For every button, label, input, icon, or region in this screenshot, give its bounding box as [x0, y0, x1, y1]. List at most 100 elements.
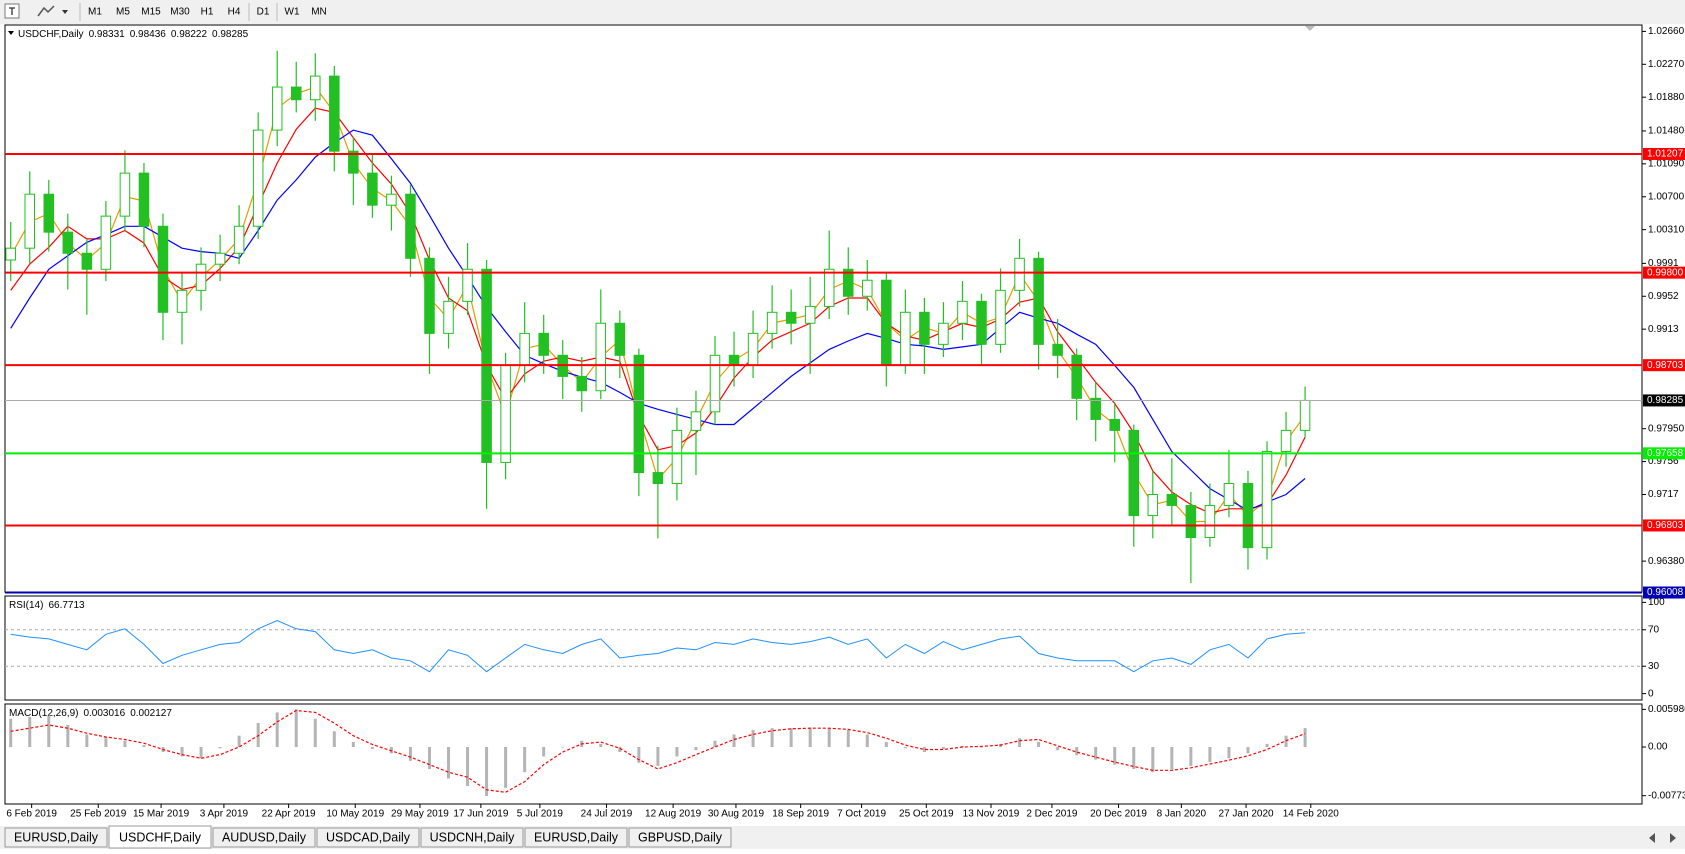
candle-body — [919, 311, 930, 345]
candle-body — [1109, 418, 1120, 431]
candle-body — [804, 305, 816, 324]
timeframe-button[interactable]: H1 — [201, 7, 214, 18]
timeframe-button[interactable]: M5 — [116, 7, 130, 18]
tab[interactable] — [524, 827, 628, 848]
timeframe-button[interactable]: M1 — [88, 7, 102, 18]
candle-body — [671, 429, 683, 485]
tab[interactable] — [628, 827, 732, 848]
macd-bar — [979, 747, 983, 748]
candle-body — [252, 129, 264, 227]
tab[interactable] — [212, 827, 316, 848]
macd-bar — [922, 747, 926, 753]
candle-body — [119, 172, 131, 217]
x-tick-label: 13 Nov 2019 — [963, 809, 1020, 820]
macd-bar — [1018, 738, 1022, 748]
tab-label[interactable]: GBPUSD,Daily — [638, 830, 723, 844]
timeframe-button[interactable]: M30 — [170, 7, 190, 18]
arrows-tool-icon[interactable] — [37, 5, 55, 17]
macd-bar — [1170, 747, 1174, 770]
timeframe-button[interactable]: MN — [311, 7, 327, 18]
candle-body — [157, 225, 169, 313]
x-tick-label: 6 Feb 2019 — [6, 809, 57, 820]
candle-body — [348, 150, 359, 174]
y-tick-label: 70 — [1648, 624, 1660, 635]
tab[interactable] — [420, 827, 524, 848]
candle-body — [329, 75, 340, 152]
x-tick-label: 15 Mar 2019 — [133, 809, 190, 820]
candle-body — [1242, 483, 1254, 549]
y-tick-label: 1.01090 — [1648, 158, 1685, 169]
candle-body — [1014, 257, 1025, 291]
header-field: 0.98436 — [130, 29, 167, 40]
pane-frame — [4, 703, 1643, 805]
macd-bar — [1189, 747, 1193, 766]
timeframe-button[interactable]: M15 — [141, 7, 161, 18]
candle-body — [1204, 504, 1216, 539]
macd-bar — [504, 747, 508, 788]
y-tick-label: 0.00 — [1648, 742, 1668, 753]
candle-body — [1223, 483, 1235, 506]
macd-bar — [389, 747, 393, 754]
y-tick-label: 1.01480 — [1648, 126, 1685, 137]
y-tick-label: 30 — [1648, 661, 1660, 672]
x-tick-label: 3 Apr 2019 — [200, 809, 249, 820]
header-field: MACD(12,26,9) — [9, 708, 78, 719]
timeframe-button[interactable]: D1 — [257, 7, 270, 18]
macd-bar — [1113, 747, 1117, 765]
pane-frame — [4, 595, 1643, 701]
scroll-left[interactable] — [1649, 833, 1655, 843]
price-level-label: 1.01207 — [1647, 149, 1684, 160]
candle-body — [595, 322, 607, 392]
macd-bar — [370, 747, 374, 749]
candle-body — [976, 300, 987, 345]
candle-body — [195, 263, 207, 291]
scroll-right[interactable] — [1670, 833, 1676, 843]
candle-body — [614, 322, 626, 356]
macd-bar — [846, 730, 850, 748]
dropdown-arrow[interactable] — [62, 10, 68, 14]
y-tick-label: 0.97950 — [1648, 423, 1685, 434]
x-tick-label: 10 May 2019 — [326, 809, 384, 820]
macd-bar — [656, 747, 660, 766]
candle-body — [462, 268, 473, 302]
tab-label[interactable]: AUDUSD,Daily — [222, 830, 307, 844]
macd-bar — [941, 747, 945, 749]
tab-label[interactable]: EURUSD,Daily — [534, 830, 619, 844]
x-tick-label: 25 Oct 2019 — [899, 809, 954, 820]
macd-bar — [1265, 743, 1269, 748]
y-tick-label: 0.9756 — [1648, 456, 1679, 467]
candle-body — [367, 172, 378, 206]
candle-body — [405, 193, 416, 259]
candle-body — [500, 364, 511, 463]
y-tick-label: 1.00310 — [1648, 224, 1685, 235]
y-tick-label: 1.00700 — [1648, 191, 1685, 202]
y-tick-label: 1.01880 — [1648, 92, 1685, 103]
timeframe-button[interactable]: W1 — [285, 7, 300, 18]
tab[interactable] — [316, 827, 420, 848]
header-arrow — [8, 31, 14, 35]
timeframe-button[interactable]: H4 — [228, 7, 241, 18]
toolbar — [0, 0, 1685, 24]
y-tick-label: 0.96380 — [1648, 556, 1685, 567]
macd-bar — [408, 747, 412, 761]
candle-body — [1299, 399, 1311, 431]
x-tick-label: 8 Jan 2020 — [1157, 809, 1207, 820]
candle-body — [81, 252, 93, 270]
macd-bar — [1075, 747, 1079, 756]
macd-bar — [66, 725, 70, 748]
chart-shift-marker — [1305, 26, 1315, 31]
tab-label[interactable]: EURUSD,Daily — [14, 830, 99, 844]
candle-body — [862, 279, 873, 297]
price-level-label: 0.96803 — [1647, 520, 1684, 531]
tab-label[interactable]: USDCAD,Daily — [326, 830, 411, 844]
header-field: 0.003016 — [83, 708, 125, 719]
tab-label[interactable]: USDCNH,Daily — [430, 830, 515, 844]
tab[interactable] — [4, 827, 108, 848]
price-level-box — [1643, 147, 1685, 160]
x-tick-label: 24 Jul 2019 — [581, 809, 633, 820]
tab[interactable] — [108, 825, 212, 849]
candle-body — [1280, 429, 1292, 452]
candle-body — [785, 311, 797, 324]
tab-label[interactable]: USDCHF,Daily — [119, 830, 202, 844]
